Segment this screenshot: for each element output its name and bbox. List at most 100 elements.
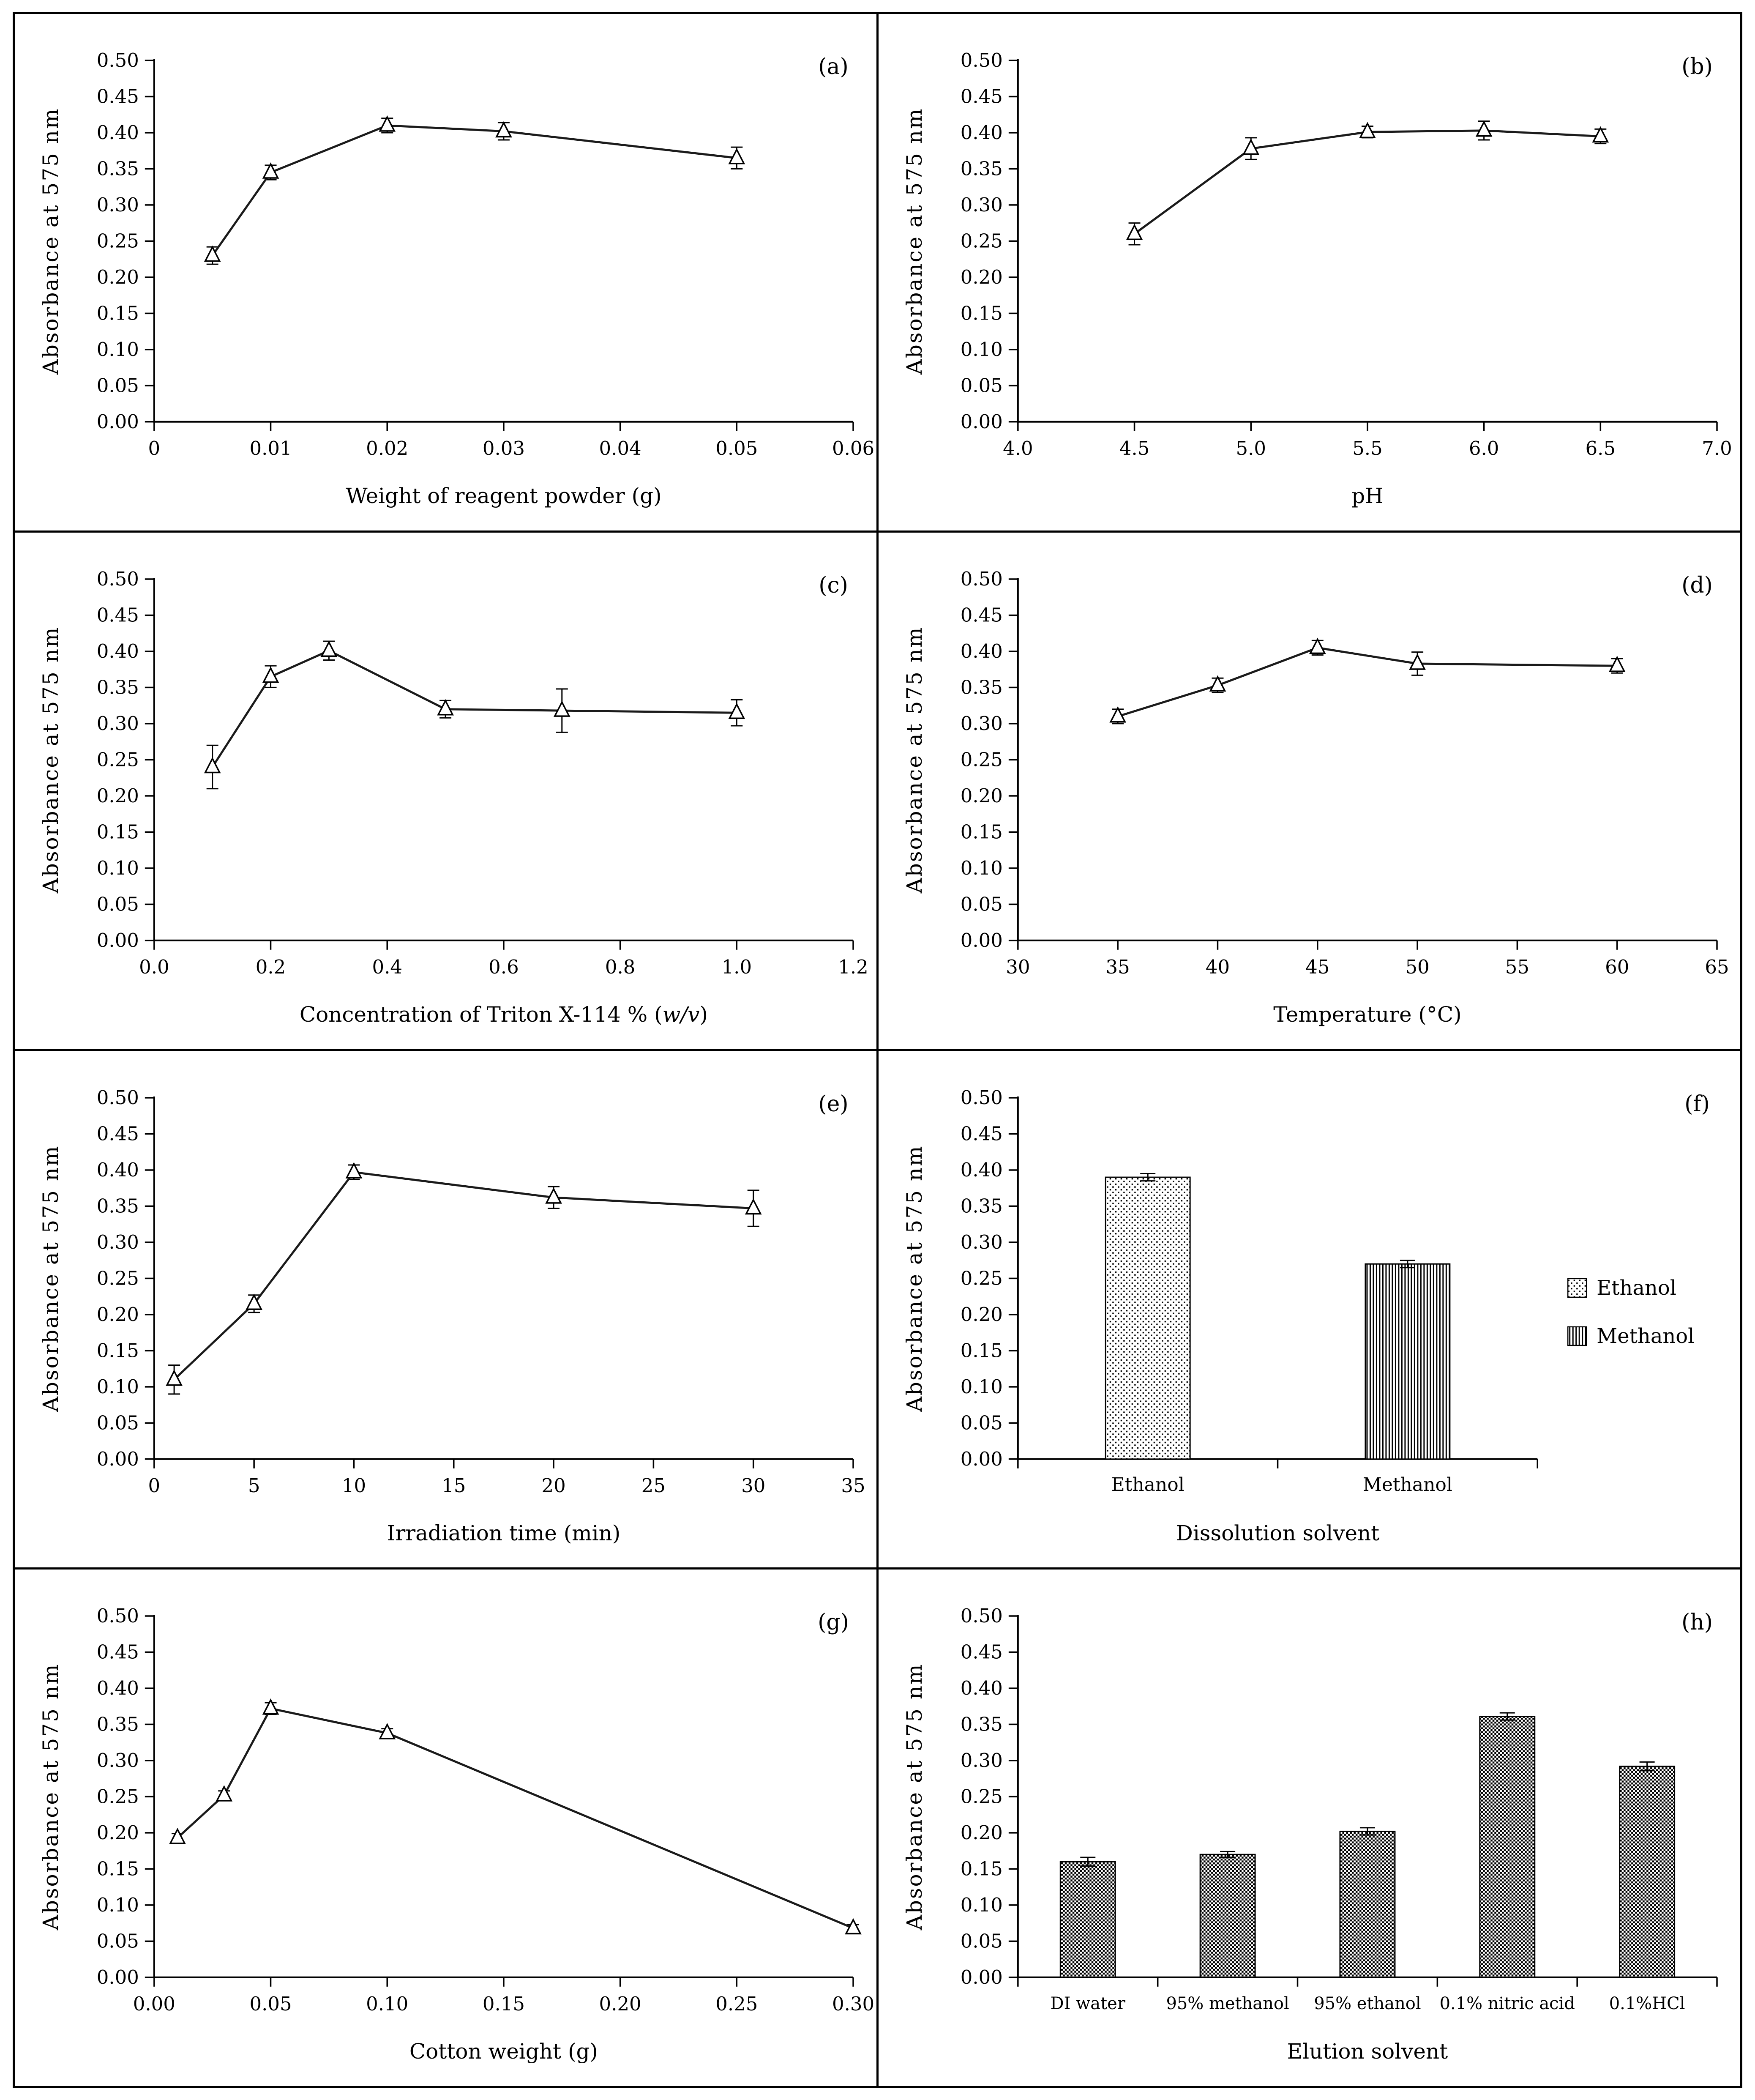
panel-letter: (d) (1681, 573, 1713, 598)
y-tick-label: 0.30 (961, 1230, 1003, 1253)
panel-letter: (h) (1681, 1610, 1713, 1635)
axes-b: 0.00 0.05 0.10 0.15 0.20 0.25 0.30 0.35 0.40 0.45… (902, 49, 1717, 433)
data-line (1134, 129, 1601, 235)
data-line (177, 1707, 854, 1930)
x-tick-label: 0.15 (483, 1993, 525, 2015)
triangle-marker (345, 1162, 363, 1179)
triangle-marker (1608, 656, 1626, 672)
y-tick-label: 0.35 (97, 1713, 139, 1736)
error-bars (206, 640, 743, 790)
triangle-marker (379, 1723, 396, 1739)
x-ticks: 0 0.01 0.02 0.03 0.04 0.05 0.06 (148, 421, 874, 459)
y-tick-label: 0.35 (97, 157, 139, 180)
y-tick-label: 0.20 (961, 785, 1003, 807)
data-markers (166, 1162, 762, 1386)
y-tick-label: 0.50 (97, 568, 139, 590)
y-tick-label: 0.40 (97, 121, 139, 144)
x-axis-title: Concentration of Triton X-114 % (w/v) (300, 1002, 708, 1027)
y-tick-label: 0.20 (97, 1303, 139, 1325)
category-label: 0.1% nitric acid (1440, 1994, 1575, 2013)
panel-letter: (e) (818, 1091, 848, 1116)
triangle-marker (1309, 637, 1326, 654)
data-line (211, 124, 737, 257)
data-markers (204, 640, 745, 773)
y-tick-label: 0.35 (97, 676, 139, 698)
x-ticks (1017, 1977, 1718, 1987)
figure-grid: 0.00 0.05 0.10 0.15 0.20 0.25 0.30 0.35 0.40 0.45… (13, 12, 1742, 2088)
chart-h: 0.00 0.05 0.10 0.15 0.20 0.25 0.30 0.35 0.40 0.45… (902, 1605, 1718, 2064)
chart-a: 0.00 0.05 0.10 0.15 0.20 0.25 0.30 0.35 0.40 0.45… (38, 49, 874, 508)
axes-h: 0.00 0.05 0.10 0.15 0.20 0.25 0.30 0.35 0.40 0.45… (902, 1605, 1717, 1988)
panel-b: 0.00 0.05 0.10 0.15 0.20 0.25 0.30 0.35 0.40 0.45… (879, 14, 1740, 530)
y-tick-label: 0.00 (97, 1447, 139, 1470)
x-tick-label: 0.05 (249, 1993, 292, 2015)
x-tick-label: 0 (148, 437, 161, 459)
x-tick-label: 0.0 (139, 956, 169, 978)
y-tick-label: 0.15 (961, 820, 1003, 843)
y-tick-label: 0.50 (961, 568, 1003, 590)
y-axis-title: Absorbance at 575 nm (38, 626, 63, 894)
y-tick-label: 0.05 (97, 893, 139, 915)
y-axis-title: Absorbance at 575 nm (38, 108, 63, 375)
y-tick-label: 0.05 (961, 893, 1003, 915)
y-tick-label: 0.25 (97, 748, 139, 771)
x-tick-label: 0 (148, 1474, 161, 1496)
category-label: DI water (1051, 1994, 1126, 2013)
y-tick-label: 0.35 (97, 1195, 139, 1217)
category-label: Ethanol (1111, 1474, 1185, 1495)
y-tick-label: 0.20 (97, 1821, 139, 1844)
y-tick-label: 0.30 (97, 712, 139, 735)
legend-swatch-ethanol (1567, 1278, 1587, 1298)
y-tick-label: 0.10 (961, 857, 1003, 879)
bars: DI water 95% methanol 95% ethanol 0.1% nitr… (1051, 1712, 1685, 2013)
y-tick-label: 0.05 (961, 1411, 1003, 1434)
x-ticks: 0.0 0.2 0.4 0.6 0.8 1.0 1.2 (139, 940, 868, 978)
x-ticks: 30 35 40 45 50 55 60 65 (1006, 940, 1729, 978)
y-axis-title: Absorbance at 575 nm (902, 1663, 927, 1931)
x-tick-label: 0.05 (715, 437, 758, 459)
x-tick-label: 0.00 (133, 1993, 175, 2015)
y-tick-label: 0.15 (97, 820, 139, 843)
legend: Ethanol Methanol (1567, 1276, 1695, 1348)
y-tick-label: 0.35 (961, 157, 1003, 180)
category-label: 95% ethanol (1314, 1994, 1421, 2013)
x-tick-label: 0.04 (599, 437, 641, 459)
category-label: 0.1%HCl (1609, 1994, 1685, 2013)
y-tick-label: 0.15 (961, 1339, 1003, 1362)
x-tick-label: 4.5 (1119, 437, 1150, 459)
x-ticks: 0 5 10 15 20 25 30 35 (148, 1459, 865, 1496)
x-tick-label: 35 (841, 1474, 865, 1496)
panel-letter: (g) (818, 1610, 849, 1635)
x-tick-label: 10 (342, 1474, 366, 1496)
panel-f: 0.00 0.05 0.10 0.15 0.20 0.25 0.30 0.35 0.40 0.45… (879, 1051, 1740, 1568)
x-tick-label: 30 (741, 1474, 765, 1496)
panel-d: 0.00 0.05 0.10 0.15 0.20 0.25 0.30 0.35 0.40 0.45… (879, 532, 1740, 1049)
bars: Ethanol Methanol (1105, 1173, 1452, 1495)
error-bars (171, 1702, 860, 1933)
triangle-marker (1209, 675, 1226, 692)
y-tick-label: 0.45 (961, 1641, 1003, 1663)
chart-d: 0.00 0.05 0.10 0.15 0.20 0.25 0.30 0.35 0.40 0.45… (902, 568, 1729, 1027)
y-tick-label: 0.50 (961, 1605, 1003, 1627)
y-tick-label: 0.10 (961, 338, 1003, 361)
data-markers (1109, 637, 1626, 723)
axes-e: 0.00 0.05 0.10 0.15 0.20 0.25 0.30 0.35 0.40 0.45… (38, 1086, 854, 1470)
x-tick-label: 0.8 (605, 956, 636, 978)
x-axis-title: Dissolution solvent (1176, 1520, 1379, 1545)
triangle-marker (745, 1198, 762, 1214)
y-tick-label: 0.20 (961, 266, 1003, 288)
y-tick-label: 0.00 (97, 1966, 139, 1988)
y-tick-label: 0.15 (97, 1858, 139, 1880)
panel-e: 0.00 0.05 0.10 0.15 0.20 0.25 0.30 0.35 0.40 0.45… (15, 1051, 876, 1568)
y-tick-label: 0.30 (961, 194, 1003, 216)
x-ticks: 4.0 4.5 5.0 5.5 6.0 6.5 7.0 (1003, 421, 1732, 459)
y-tick-label: 0.35 (961, 1713, 1003, 1736)
y-tick-label: 0.05 (961, 1930, 1003, 1952)
y-tick-label: 0.45 (961, 1122, 1003, 1145)
triangle-marker (553, 700, 570, 717)
triangle-marker (166, 1369, 183, 1386)
error-bars (206, 118, 743, 265)
x-tick-label: 65 (1705, 956, 1729, 978)
x-tick-label: 20 (541, 1474, 565, 1496)
chart-f: 0.00 0.05 0.10 0.15 0.20 0.25 0.30 0.35 0.40 0.45… (902, 1086, 1710, 1545)
